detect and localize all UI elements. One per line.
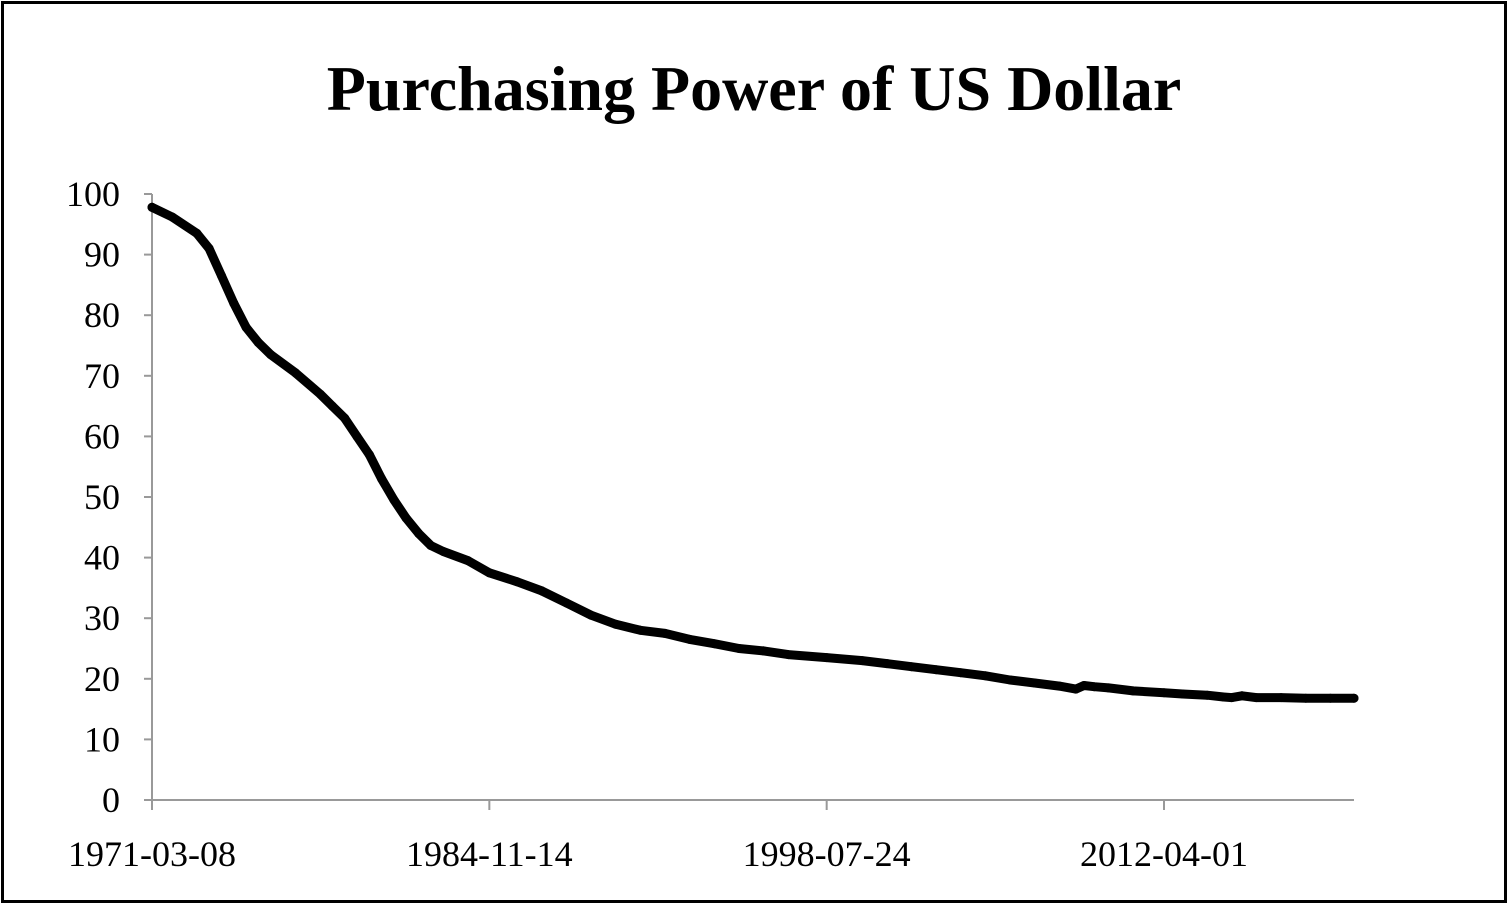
data-point	[537, 586, 547, 596]
data-point	[438, 547, 448, 556]
data-point	[389, 495, 399, 505]
data-point	[709, 639, 719, 649]
data-point	[1349, 693, 1359, 703]
data-point	[229, 298, 239, 308]
y-tick-label: 0	[102, 780, 120, 820]
data-point	[426, 541, 436, 550]
data-point	[204, 244, 214, 253]
y-tick-label: 50	[84, 477, 120, 517]
data-point	[414, 528, 424, 538]
data-point	[734, 644, 744, 653]
data-point	[315, 389, 325, 399]
data-point	[882, 659, 892, 669]
data-point	[1276, 693, 1286, 703]
y-tick-label: 70	[84, 356, 120, 396]
chart-title: Purchasing Power of US Dollar	[326, 53, 1182, 124]
data-point	[857, 656, 867, 666]
data-point	[956, 668, 966, 678]
data-point	[401, 513, 411, 523]
y-tick-label: 30	[84, 598, 120, 638]
axes	[151, 194, 1354, 801]
data-point	[660, 628, 670, 638]
data-point	[980, 671, 990, 681]
y-tick-label: 100	[66, 174, 120, 214]
y-tick-label: 60	[84, 416, 120, 456]
data-point	[759, 646, 769, 656]
plot-area	[147, 202, 1359, 703]
data-point	[931, 665, 941, 675]
data-point	[1104, 683, 1114, 693]
data-point	[290, 368, 300, 378]
data-point	[217, 271, 226, 281]
data-point	[352, 431, 362, 441]
y-tick-label: 40	[84, 538, 120, 578]
data-point	[484, 568, 494, 578]
data-point	[1325, 693, 1335, 703]
data-point	[1178, 689, 1188, 699]
data-point	[1301, 693, 1311, 703]
data-point	[266, 350, 276, 360]
data-point	[1054, 681, 1064, 691]
data-point	[635, 625, 645, 635]
data-point	[783, 650, 793, 660]
data-point	[907, 662, 916, 672]
data-point	[327, 401, 337, 411]
data-point	[685, 634, 695, 644]
data-point	[1202, 690, 1212, 700]
data-point	[1079, 681, 1089, 690]
data-point	[253, 338, 263, 347]
x-tick-label: 2012-04-01	[1080, 834, 1248, 874]
data-point	[1005, 675, 1015, 685]
data-point	[512, 577, 522, 587]
data-point	[1227, 693, 1237, 703]
data-point	[822, 653, 832, 663]
data-point	[1219, 692, 1229, 702]
data-point	[1030, 678, 1040, 688]
y-tick-label: 20	[84, 659, 120, 699]
y-tick-label: 10	[84, 719, 120, 759]
data-point	[364, 450, 374, 460]
data-point	[562, 598, 571, 608]
data-point	[1128, 686, 1138, 696]
x-tick-label: 1971-03-08	[68, 834, 236, 874]
data-point	[1237, 691, 1247, 701]
data-point	[147, 202, 157, 212]
data-point	[1251, 693, 1261, 703]
data-point	[377, 474, 387, 484]
y-tick-label: 80	[84, 295, 120, 335]
ticks: 0 10 20 30 40 50 60 70 80 90 100 1971-03-08 1984-11-…	[66, 174, 1248, 874]
data-point	[340, 413, 350, 423]
data-point	[192, 228, 202, 238]
data-point	[611, 619, 621, 629]
y-tick-label: 90	[84, 235, 120, 275]
data-point	[463, 556, 473, 566]
data-point	[1089, 682, 1099, 692]
x-tick-label: 1998-07-24	[743, 834, 911, 874]
data-point	[586, 610, 596, 620]
data-point	[167, 212, 177, 222]
x-tick-label: 1984-11-14	[406, 834, 573, 874]
series-line	[147, 202, 1359, 703]
data-point	[1159, 688, 1169, 698]
data-point	[1071, 684, 1081, 694]
data-point	[241, 322, 251, 332]
